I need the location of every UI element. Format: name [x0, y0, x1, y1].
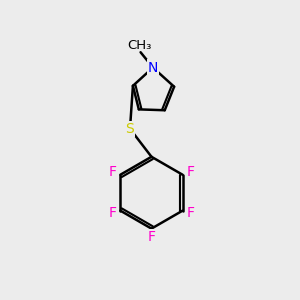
Text: CH₃: CH₃ — [127, 39, 151, 52]
Text: S: S — [126, 122, 134, 136]
Text: N: N — [148, 61, 158, 75]
Text: F: F — [148, 230, 155, 244]
Text: F: F — [187, 165, 194, 179]
Text: F: F — [108, 165, 116, 179]
Text: F: F — [108, 206, 116, 220]
Text: F: F — [187, 206, 194, 220]
